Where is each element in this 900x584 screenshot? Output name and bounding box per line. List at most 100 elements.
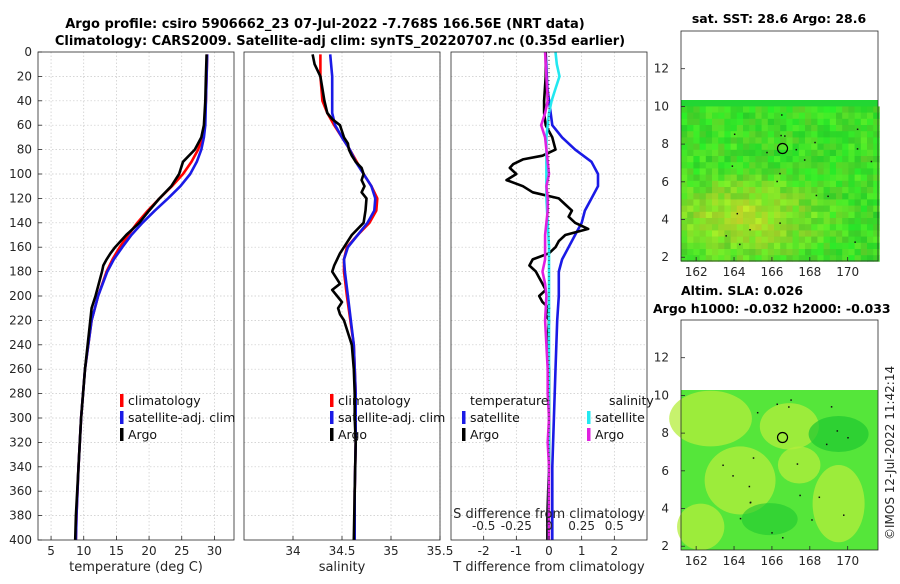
map-cell <box>761 199 769 206</box>
map-cell <box>829 187 837 194</box>
map-cell <box>792 143 800 151</box>
map-cell <box>805 106 812 113</box>
map-cell <box>730 236 738 244</box>
map-cell <box>854 137 862 144</box>
map-cell <box>693 236 700 244</box>
map-cell <box>712 211 719 219</box>
map-cell <box>705 143 713 151</box>
map-cell <box>699 143 707 151</box>
map-cell <box>854 143 862 151</box>
map-cell <box>860 187 868 194</box>
map-cell <box>743 125 750 132</box>
map-cell <box>687 143 694 151</box>
map-cell <box>792 205 800 213</box>
map-cell <box>805 168 812 175</box>
map-cell <box>693 168 700 175</box>
map-cell <box>780 156 787 163</box>
map-cell <box>749 131 756 138</box>
map-cell <box>755 205 762 213</box>
map-cell <box>836 199 843 206</box>
map-cell <box>873 211 880 219</box>
map-cell <box>860 242 868 250</box>
map-cell <box>749 137 756 144</box>
map-cell <box>854 205 862 213</box>
map-cell <box>687 211 694 219</box>
map-cell <box>749 174 756 182</box>
map-cell <box>817 205 824 213</box>
map-cell <box>829 106 837 113</box>
map-cell <box>823 193 831 200</box>
map-cell <box>699 162 707 169</box>
y-tick-label: 220 <box>9 313 32 327</box>
map-cell <box>836 118 843 126</box>
map-speck <box>818 496 821 499</box>
legend-climatology: climatology <box>128 393 201 408</box>
map-cell <box>873 230 880 237</box>
map-speck <box>739 243 741 246</box>
map-cell <box>774 187 781 194</box>
map-cell <box>792 211 800 219</box>
legend-swatch-satellite <box>120 411 124 424</box>
map-cell <box>693 131 700 138</box>
map-cell <box>687 180 694 188</box>
map-y-tick-label: 6 <box>661 464 669 478</box>
map-cell <box>842 205 849 213</box>
map-cell <box>687 162 694 169</box>
map-cell <box>854 249 862 256</box>
map-cell <box>792 187 800 194</box>
map-cell <box>867 149 874 157</box>
map-cell <box>780 193 787 200</box>
map-cell <box>761 137 769 144</box>
salinity-panel: 34 34.5 35 35.5 salinity climatology satell… <box>243 51 453 575</box>
map-cell <box>854 193 862 200</box>
map-cell <box>823 187 831 194</box>
map-cell <box>774 118 781 126</box>
map-cell <box>867 112 874 120</box>
legend-swatch-t-argo <box>462 428 466 441</box>
map-cell <box>743 193 750 200</box>
map-cell <box>848 218 855 225</box>
map-cell <box>699 118 707 126</box>
map-cell <box>724 193 731 200</box>
map-speck <box>722 464 724 467</box>
map-cell <box>705 211 713 219</box>
map-cell <box>712 187 719 194</box>
map-cell <box>699 112 707 120</box>
map-cell <box>749 242 756 250</box>
map-cell <box>780 224 787 231</box>
map-cell <box>705 255 713 262</box>
map-x-tick-label: 162 <box>685 265 708 279</box>
map-cell <box>805 230 812 237</box>
map-y-tick-label: 10 <box>654 388 669 402</box>
map-cell <box>805 143 812 151</box>
series-line <box>544 51 600 540</box>
map-cell <box>724 224 731 231</box>
map-cell <box>736 242 744 250</box>
salinity-xticks: 34 34.5 35 35.5 <box>285 536 453 558</box>
map-cell <box>755 187 762 194</box>
map-cell <box>867 137 874 144</box>
map-cell <box>767 218 775 225</box>
map-cell <box>854 255 862 262</box>
map-cell <box>829 218 837 225</box>
map-cell <box>718 137 725 144</box>
map-cell <box>736 131 744 138</box>
map-cell <box>767 199 775 206</box>
sla-blob <box>808 416 869 453</box>
map-speck <box>739 517 742 520</box>
map-cell <box>699 149 707 157</box>
map-cell <box>743 218 750 225</box>
map-cell <box>823 218 831 225</box>
map-cell <box>798 149 806 157</box>
map-cell <box>867 242 874 250</box>
map-cell <box>699 236 707 244</box>
map-cell <box>687 255 694 262</box>
map-speck <box>854 241 856 243</box>
map-cell <box>786 242 793 250</box>
map-cell <box>780 249 787 256</box>
map-cell <box>681 180 688 188</box>
map-cell <box>842 236 849 244</box>
map-cell <box>755 180 762 188</box>
map-cell <box>699 193 707 200</box>
x-tick-label: 10 <box>76 544 91 558</box>
